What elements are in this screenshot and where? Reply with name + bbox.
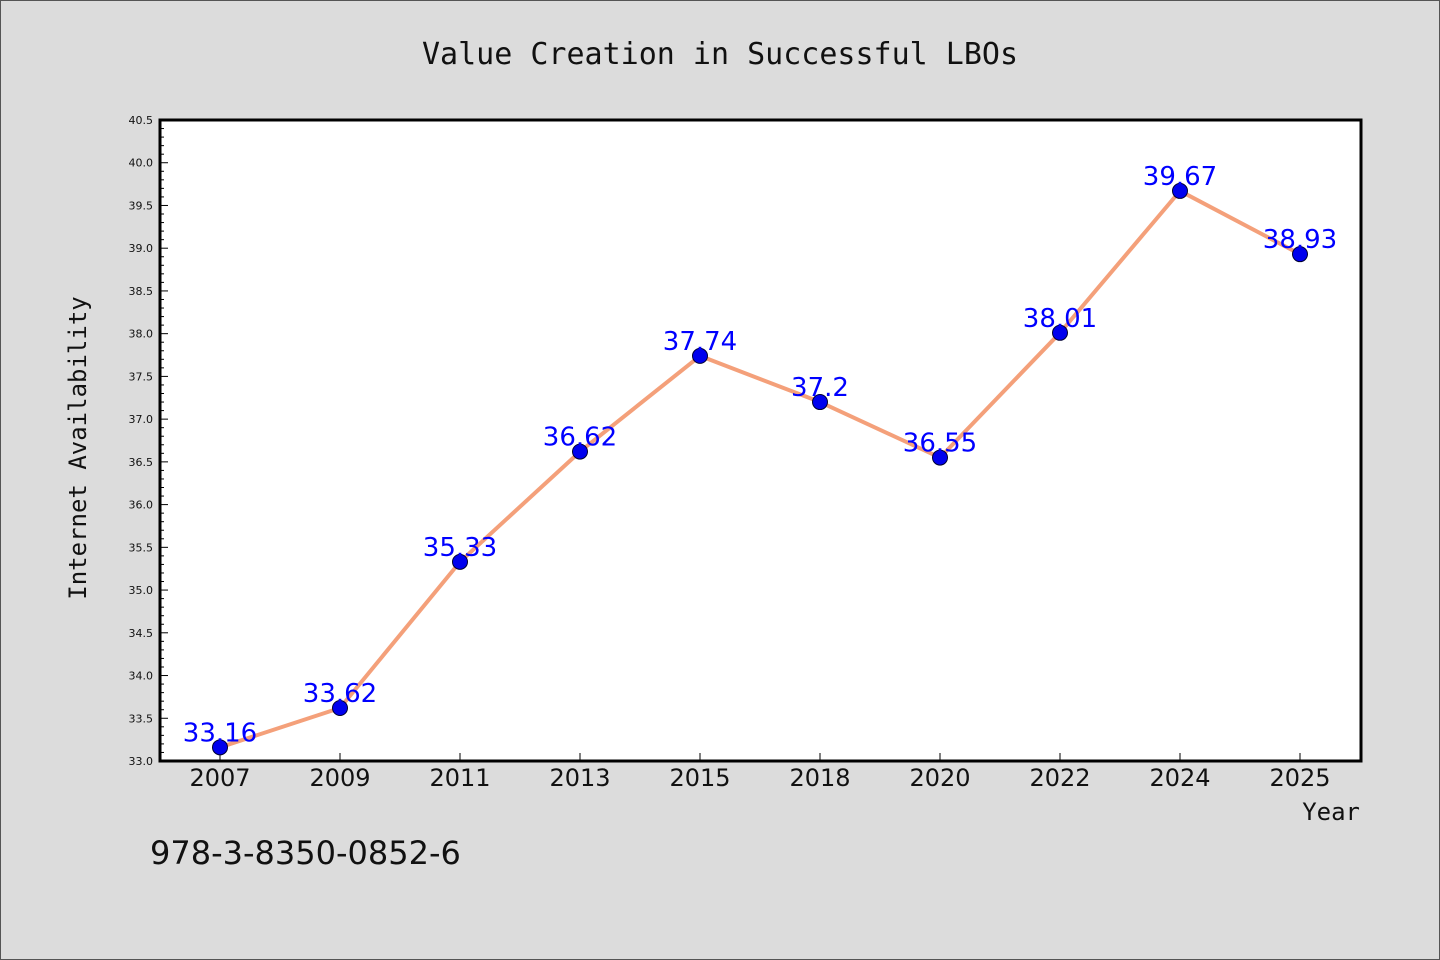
data-point — [1052, 324, 1068, 341]
y-tick-label: 33.0 — [129, 755, 154, 768]
data-label: 33.62 — [303, 679, 377, 709]
y-axis-label: Internet Availability — [64, 296, 92, 599]
x-tick-label: 2022 — [1029, 764, 1090, 792]
data-label: 35.33 — [423, 533, 497, 563]
y-tick-label: 40.5 — [129, 114, 154, 127]
y-tick-label: 36.0 — [129, 499, 154, 512]
data-point — [932, 449, 948, 466]
x-tick-label: 2025 — [1269, 764, 1330, 792]
x-tick-label: 2024 — [1149, 764, 1210, 792]
x-tick-label: 2007 — [189, 764, 250, 792]
data-label: 36.62 — [543, 423, 617, 453]
y-tick-label: 40.0 — [129, 157, 154, 170]
data-label: 33.16 — [183, 718, 257, 748]
data-point — [572, 443, 588, 460]
y-tick-label: 38.0 — [129, 328, 154, 341]
y-tick-label: 34.5 — [129, 627, 154, 640]
data-point — [812, 394, 828, 411]
series-line — [219, 188, 1301, 750]
data-markers — [212, 182, 1308, 756]
x-tick-label: 2015 — [669, 764, 730, 792]
y-tick-label: 34.0 — [129, 670, 154, 683]
y-tick-label: 39.0 — [129, 242, 154, 255]
y-tick-label: 38.5 — [129, 285, 154, 298]
x-tick-label: 2011 — [429, 764, 490, 792]
y-tick-label: 39.5 — [129, 199, 154, 212]
x-axis-ticks: 2007 2009 2011 2013 2015 2018 2020 2022 2024 2025 — [189, 753, 1331, 792]
y-tick-label: 36.5 — [129, 456, 154, 469]
data-label: 36.55 — [903, 429, 977, 459]
y-axis-ticks: 33.0 33.5 34.0 34.5 35.0 35.5 36.0 36.5 37.0 37.5… — [129, 114, 168, 768]
y-tick-label: 33.5 — [129, 712, 154, 725]
x-tick-label: 2020 — [909, 764, 970, 792]
data-label: 37.74 — [663, 327, 737, 357]
data-point — [692, 347, 708, 364]
y-tick-label: 35.5 — [129, 541, 154, 554]
x-axis-label: Year — [1302, 798, 1360, 826]
data-labels: 33.16 33.62 35.33 36.62 37.74 37.2 36.55 38.01 3… — [183, 162, 1337, 748]
isbn-note: 978-3-8350-0852-6 — [150, 834, 461, 872]
x-tick-label: 2009 — [309, 764, 370, 792]
data-point — [212, 739, 228, 756]
plot-frame — [158, 118, 1363, 763]
x-tick-label: 2018 — [789, 764, 850, 792]
data-label: 37.2 — [791, 373, 849, 403]
data-label: 38.93 — [1263, 225, 1337, 255]
y-tick-label: 37.0 — [129, 413, 154, 426]
data-point — [1292, 246, 1308, 263]
y-tick-label: 37.5 — [129, 370, 154, 383]
data-point — [452, 553, 468, 570]
data-label: 38.01 — [1023, 304, 1097, 334]
data-point — [1172, 182, 1188, 199]
data-label: 39.67 — [1143, 162, 1217, 192]
data-point — [332, 700, 348, 717]
x-tick-label: 2013 — [549, 764, 610, 792]
y-tick-label: 35.0 — [129, 584, 154, 597]
plot-area — [160, 120, 1361, 761]
chart-title: Value Creation in Successful LBOs — [422, 37, 1018, 72]
